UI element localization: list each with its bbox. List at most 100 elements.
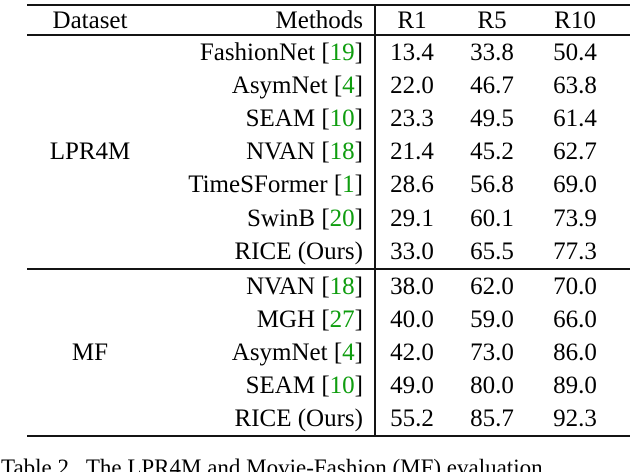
method-cell: MGH [27]	[155, 307, 363, 332]
method-cell: NVAN [18]	[155, 139, 363, 164]
table-caption: Table 2. The LPR4M and Movie-Fashion (MF…	[1, 455, 543, 472]
method-name: TimeSFormer [	[188, 171, 343, 199]
table-row: SwinB [20] 29.1 60.1 73.9	[0, 201, 630, 234]
r1-value: 55.2	[390, 405, 434, 433]
citation-number[interactable]: 18	[329, 138, 355, 166]
table-row: RICE (Ours) 33.0 65.5 77.3	[0, 235, 630, 268]
method-name: MGH [	[256, 305, 330, 333]
citation-number[interactable]: 4	[342, 338, 355, 366]
method-cell: AsymNet [4]	[155, 73, 363, 98]
method-suffix: ]	[354, 305, 363, 333]
method-suffix: ]	[354, 138, 363, 166]
table-row: LPR4M NVAN [18] 21.4 45.2 62.7	[0, 135, 630, 168]
r1-value: 49.0	[390, 371, 434, 399]
citation-number[interactable]: 10	[329, 105, 355, 133]
table-row: FashionNet [19] 13.4 33.8 50.4	[0, 36, 630, 69]
r1-value: 21.4	[390, 138, 434, 166]
method-suffix: ]	[354, 272, 363, 300]
header-dataset: Dataset	[52, 6, 128, 34]
method-cell: AsymNet [4]	[155, 340, 363, 365]
r10-value: 77.3	[553, 237, 597, 265]
method-name: SwinB [	[247, 204, 330, 232]
method-name: FashionNet [	[199, 39, 330, 67]
table-row: AsymNet [4] 22.0 46.7 63.8	[0, 69, 630, 102]
method-name: NVAN [	[246, 272, 330, 300]
r10-value: 73.9	[553, 204, 597, 232]
citation-number[interactable]: 18	[329, 272, 355, 300]
method-cell: RICE (Ours)	[155, 406, 363, 431]
r10-value: 66.0	[553, 305, 597, 333]
r5-value: 59.0	[470, 305, 514, 333]
table-row: SEAM [10] 49.0 80.0 89.0	[0, 369, 630, 402]
method-name-ours: RICE (Ours)	[234, 405, 363, 433]
table-row: RICE (Ours) 55.2 85.7 92.3	[0, 402, 630, 435]
citation-number[interactable]: 20	[329, 204, 355, 232]
method-cell: SwinB [20]	[155, 206, 363, 231]
r1-value: 40.0	[390, 305, 434, 333]
method-cell: TimeSFormer [1]	[155, 172, 363, 197]
r1-value: 23.3	[390, 105, 434, 133]
r5-value: 33.8	[470, 39, 514, 67]
table-row: NVAN [18] 38.0 62.0 70.0	[0, 270, 630, 303]
method-suffix: ]	[354, 204, 363, 232]
table-row: SEAM [10] 23.3 49.5 61.4	[0, 102, 630, 135]
table-header-row: Dataset Methods R1 R5 R10	[0, 6, 630, 34]
r10-value: 63.8	[553, 72, 597, 100]
method-cell: RICE (Ours)	[155, 239, 363, 264]
table-vertical-rule	[374, 4, 376, 437]
citation-number[interactable]: 1	[342, 171, 355, 199]
method-name: SEAM [	[245, 105, 330, 133]
r10-value: 86.0	[553, 338, 597, 366]
r5-value: 49.5	[470, 105, 514, 133]
method-suffix: ]	[354, 105, 363, 133]
r1-value: 42.0	[390, 338, 434, 366]
r5-value: 85.7	[470, 405, 514, 433]
r5-value: 62.0	[470, 272, 514, 300]
r10-value: 89.0	[553, 371, 597, 399]
method-name: AsymNet [	[231, 72, 343, 100]
method-suffix: ]	[354, 371, 363, 399]
r10-value: 70.0	[553, 272, 597, 300]
header-r1: R1	[397, 6, 427, 34]
method-name: AsymNet [	[231, 338, 343, 366]
method-suffix: ]	[354, 72, 363, 100]
table-row: MF AsymNet [4] 42.0 73.0 86.0	[0, 336, 630, 369]
r1-value: 38.0	[390, 272, 434, 300]
method-suffix: ]	[354, 338, 363, 366]
r10-value: 69.0	[553, 171, 597, 199]
r1-value: 29.1	[390, 204, 434, 232]
header-r5: R5	[477, 6, 507, 34]
r5-value: 60.1	[470, 204, 514, 232]
r5-value: 45.2	[470, 138, 514, 166]
table-group-divider-rule	[27, 267, 630, 270]
r10-value: 61.4	[553, 105, 597, 133]
table-row: TimeSFormer [1] 28.6 56.8 69.0	[0, 168, 630, 201]
r1-value: 13.4	[390, 39, 434, 67]
r1-value: 33.0	[390, 237, 434, 265]
table-bottom-rule	[27, 435, 630, 438]
table-header-rule	[27, 34, 630, 36]
r10-value: 92.3	[553, 405, 597, 433]
method-suffix: ]	[354, 171, 363, 199]
method-cell: SEAM [10]	[155, 106, 363, 131]
r10-value: 62.7	[553, 138, 597, 166]
method-cell: FashionNet [19]	[155, 40, 363, 65]
r5-value: 65.5	[470, 237, 514, 265]
header-methods: Methods	[275, 6, 364, 34]
r1-value: 22.0	[390, 72, 434, 100]
method-name: SEAM [	[245, 371, 330, 399]
table-row: MGH [27] 40.0 59.0 66.0	[0, 303, 630, 336]
r5-value: 56.8	[470, 171, 514, 199]
r5-value: 80.0	[470, 371, 514, 399]
method-name-ours: RICE (Ours)	[234, 237, 363, 265]
method-cell: NVAN [18]	[155, 274, 363, 299]
method-name: NVAN [	[246, 138, 330, 166]
dataset-label-mf: MF	[71, 338, 109, 366]
citation-number[interactable]: 4	[342, 72, 355, 100]
citation-number[interactable]: 27	[329, 305, 355, 333]
r10-value: 50.4	[553, 39, 597, 67]
r5-value: 46.7	[470, 72, 514, 100]
citation-number[interactable]: 10	[329, 371, 355, 399]
citation-number[interactable]: 19	[329, 39, 355, 67]
